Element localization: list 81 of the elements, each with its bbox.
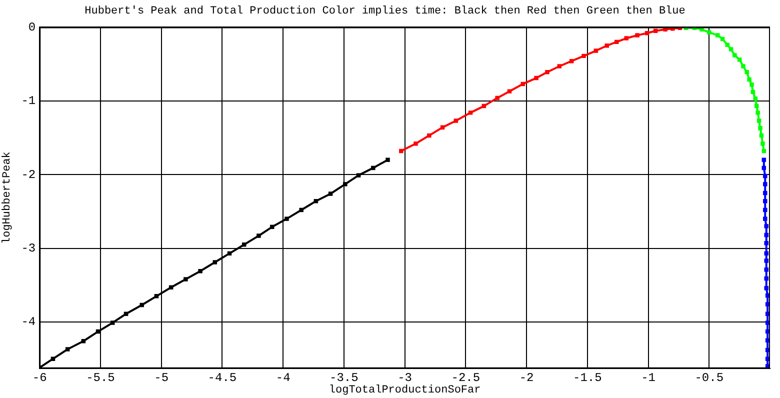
x-axis-title: logTotalProductionSoFar (328, 384, 481, 396)
point (763, 216, 768, 221)
point (764, 268, 768, 272)
point (140, 302, 144, 308)
point (414, 142, 418, 146)
x-tick-label: -4.5 (208, 370, 237, 385)
point (468, 110, 473, 115)
point (707, 30, 712, 34)
y-axis-title: logHubbertPeak (2, 151, 14, 244)
point (284, 216, 289, 221)
point (732, 53, 737, 58)
point (582, 54, 586, 58)
point (534, 76, 538, 80)
point (728, 47, 734, 52)
point (763, 174, 768, 178)
point (256, 234, 261, 238)
point (507, 89, 512, 94)
x-tick-label: -1.5 (572, 370, 602, 385)
point (760, 142, 765, 146)
point (764, 232, 768, 238)
point (427, 133, 432, 138)
point (763, 208, 768, 212)
point (299, 208, 304, 212)
y-tick-label: -3 (21, 241, 36, 256)
y-tick-label: 0 (28, 20, 36, 34)
point (764, 224, 768, 228)
point (386, 158, 390, 162)
point (764, 276, 768, 281)
point (763, 190, 768, 196)
point (741, 64, 746, 68)
point (624, 36, 628, 40)
point (750, 82, 754, 87)
point (343, 182, 348, 186)
point (747, 77, 752, 82)
point (198, 269, 202, 274)
point (124, 312, 128, 316)
point (762, 158, 766, 162)
point (184, 277, 188, 282)
point (495, 96, 500, 100)
point (154, 294, 159, 298)
point (764, 251, 768, 256)
x-tick-label: -5 (154, 370, 169, 385)
point (545, 70, 550, 74)
x-tick-label: -3.5 (330, 370, 358, 385)
x-tick-label: -3 (398, 370, 412, 385)
point (744, 70, 749, 74)
point (65, 347, 70, 352)
point (756, 110, 760, 115)
x-tick-label: -1 (641, 370, 656, 385)
point (557, 64, 562, 68)
x-tick-label: -2 (519, 370, 534, 385)
point (764, 258, 768, 263)
point (758, 126, 762, 130)
point (399, 148, 404, 154)
point (328, 192, 333, 196)
point (763, 182, 768, 186)
point (81, 339, 86, 344)
point (764, 286, 768, 290)
chart-title: Hubbert's Peak and Total Production Color implies time: Black then Red then Green then Blue (84, 6, 686, 18)
point (716, 33, 720, 38)
point (454, 118, 458, 123)
point (763, 198, 768, 204)
point (356, 173, 361, 178)
x-tick-label: -5.5 (86, 370, 115, 385)
y-tick-label: -4 (21, 315, 36, 330)
x-tick-label: -6 (32, 370, 47, 385)
point (635, 33, 640, 38)
point (110, 320, 115, 325)
y-tick-label: -1 (21, 94, 36, 108)
x-tick-label: -0.5 (694, 370, 724, 385)
y-tick-label: -2 (21, 168, 36, 182)
point (50, 356, 56, 361)
point (168, 285, 174, 290)
x-tick-label: -4 (276, 370, 290, 385)
point (594, 48, 598, 53)
point (371, 166, 376, 170)
point (753, 96, 758, 101)
point (212, 260, 218, 264)
point (756, 118, 762, 123)
point (764, 241, 768, 246)
x-tick-label: -2.5 (451, 370, 480, 385)
